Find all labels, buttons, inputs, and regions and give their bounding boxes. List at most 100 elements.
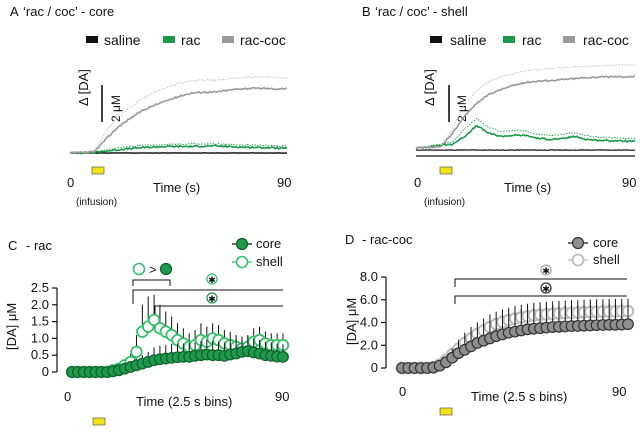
panel-a-scale-label: 2 μM [109,95,123,122]
panel-d-title: - rac-coc [362,232,413,247]
panel-b-xlabel: Time (s) [504,180,551,195]
legend-shell-marker [571,253,585,267]
y-tick-label: 2.0 [31,297,49,312]
legend-saline-label: saline [450,32,487,48]
y-tick-label: 0 [371,360,378,375]
legend-rac-coc-label: rac-coc [240,32,286,48]
panel-b-xtick-90: 90 [622,175,636,190]
legend-rac-swatch [163,36,175,43]
significance-symbol-icon [206,273,218,285]
data-point-shell [130,345,143,359]
significance-star-icon: ✱ [542,266,550,276]
panel-c-xtick-90: 90 [275,389,289,404]
significance-bracket-3 [154,305,283,314]
y-tick-label: 4.0 [360,315,378,330]
y-tick-label: 0.5 [31,347,49,362]
series-rac-line [415,124,636,150]
panel-d: D - rac-coc core shell ✱ ✱ [DA] μM 0 2.0 4… [344,232,635,416]
panel-d-xtick-90: 90 [612,384,626,399]
significance-star-icon: ✱ [208,275,216,285]
series-rac-sem-line [69,142,288,154]
panel-b-xtick-0: 0 [414,175,421,190]
panel-a-xtick-90: 90 [277,175,291,190]
y-tick-label: 0 [42,364,49,379]
panel-a-title: ‘rac / coc’ - core [23,4,114,19]
significance-symbol-icon [540,282,552,294]
legend-core-label: core [256,236,281,251]
legend-rac-coc-label: rac-coc [583,32,629,48]
panel-b-ylabel: Δ [DA] [422,69,437,106]
legend-saline-label: saline [104,32,141,48]
panel-a-infusion-marker [91,166,105,175]
series-rac-coc-line [70,86,288,154]
legend-saline-swatch [86,36,98,43]
legend-rac-coc-swatch [222,36,234,43]
panel-d-plot: 0 2.0 4.0 6.0 8.0 [360,269,635,375]
panel-d-xlabel: Time (2.5 s bins) [471,389,567,404]
panel-b-infusion-marker [439,166,453,175]
data-point-shell [147,313,161,327]
significance-bracket-2 [132,289,283,304]
legend-core-marker [571,236,585,250]
significance-bracket-1 [454,278,627,287]
y-tick-label: 1.5 [31,314,49,329]
panel-a-plot [69,75,288,155]
series-rac-coc-line [415,75,636,149]
significance-star-icon: ✱ [542,284,550,294]
core-symbol-icon [159,262,173,276]
legend-shell-label: shell [593,252,620,267]
panel-a: A ‘rac / coc’ - core saline rac rac-coc … [10,4,291,208]
panel-b-title: ‘rac / coc’ - shell [375,4,468,19]
panel-b: B ‘rac / coc’ - shell saline rac rac-coc… [362,4,636,208]
panel-c: C - rac core shell > ✱ ✱ [DA] μM 0 0.5 1.0… [4,236,290,426]
data-point-core [622,318,634,331]
legend-rac-label: rac [181,32,200,48]
panel-b-plot [415,63,636,157]
legend-rac-coc-swatch [563,36,575,43]
panel-d-label: D [345,232,354,247]
legend-shell-label: shell [256,254,283,269]
y-tick-label: 6.0 [360,292,378,307]
panel-b-infusion-label: (infusion) [424,197,465,208]
panel-a-ylabel: Δ [DA] [76,69,91,106]
significance-symbol-icon [206,292,218,304]
panel-c-label: C [8,238,17,253]
series-saline-line [415,149,636,151]
legend-shell-marker [235,255,249,269]
y-tick-label: 8.0 [360,269,378,284]
legend-core-label: core [593,235,618,250]
y-tick-label: 1.0 [31,330,49,345]
y-tick-label: 2.5 [31,280,49,295]
legend-saline-swatch [430,36,442,43]
panel-d-infusion-marker [439,407,453,416]
panel-a-xtick-0: 0 [67,175,74,190]
panel-c-plot: 0 0.5 1.01.5 2.0 2.5 [31,280,290,379]
comparison-greater-than: > [149,262,157,277]
panel-d-xtick-0: 0 [399,384,406,399]
significance-bracket-2 [454,295,627,304]
significance-bracket-1 [132,279,171,286]
y-tick-label: 2.0 [360,337,378,352]
significance-symbol-icon [540,264,552,276]
panel-c-infusion-marker [92,417,106,426]
panel-c-title: - rac [26,238,53,253]
legend-rac-label: rac [522,32,541,48]
panel-a-infusion-label: (infusion) [76,197,117,208]
panel-c-xlabel: Time (2.5 s bins) [136,394,232,409]
series-rac-coc-sem-line [415,63,636,150]
panel-a-label: A [10,4,19,19]
data-point-core [277,350,289,363]
panel-d-ylabel: [DA] μM [344,298,359,345]
shell-symbol-icon [132,262,146,276]
significance-star-icon: ✱ [208,294,216,304]
series-rac-line [69,144,288,155]
legend-rac-swatch [503,36,515,43]
panel-c-xtick-0: 0 [64,389,71,404]
series-rac-sem-line [415,117,636,149]
panel-a-xlabel: Time (s) [153,180,200,195]
panel-c-ylabel: [DA] μM [4,303,19,350]
legend-core-marker [235,237,249,251]
panel-b-label: B [362,4,371,19]
series-saline-line [69,152,288,154]
